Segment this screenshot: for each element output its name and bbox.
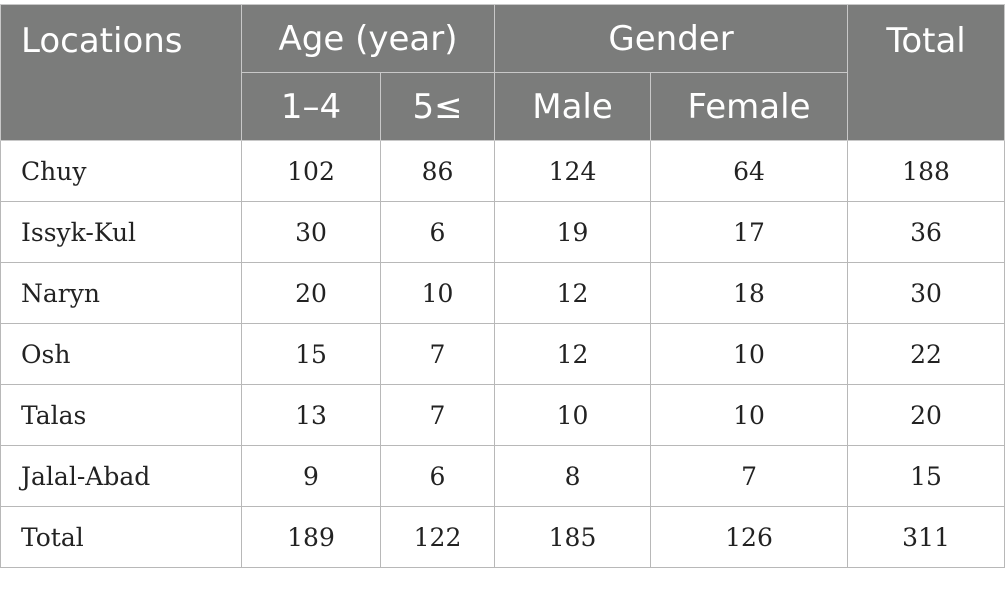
cell-female: 17 <box>650 201 849 263</box>
table-row: Naryn 20 10 12 18 30 <box>0 262 1005 324</box>
cell-female: 18 <box>650 262 849 324</box>
data-table: Locations Age (year) Gender Total 1–4 5≤… <box>0 4 1005 568</box>
cell-age-5-plus: 122 <box>379 506 496 568</box>
header-age-1-4: 1–4 <box>241 72 381 141</box>
cell-location: Issyk-Kul <box>0 201 242 263</box>
cell-age-1-4: 9 <box>241 445 381 507</box>
cell-male: 12 <box>494 323 652 385</box>
cell-age-5-plus: 7 <box>379 384 496 446</box>
cell-total: 311 <box>847 506 1005 568</box>
cell-age-5-plus: 86 <box>379 140 496 202</box>
cell-female: 126 <box>650 506 849 568</box>
table-row: Chuy 102 86 124 64 188 <box>0 140 1005 202</box>
table-body: Chuy 102 86 124 64 188 Issyk-Kul 30 6 19… <box>0 140 1005 568</box>
header-locations: Locations <box>0 4 242 141</box>
header-total: Total <box>847 4 1005 141</box>
cell-age-1-4: 20 <box>241 262 381 324</box>
cell-age-5-plus: 6 <box>379 201 496 263</box>
cell-age-1-4: 102 <box>241 140 381 202</box>
cell-age-5-plus: 7 <box>379 323 496 385</box>
cell-age-1-4: 189 <box>241 506 381 568</box>
cell-total: 20 <box>847 384 1005 446</box>
cell-location: Osh <box>0 323 242 385</box>
cell-male: 10 <box>494 384 652 446</box>
cell-female: 7 <box>650 445 849 507</box>
cell-age-5-plus: 6 <box>379 445 496 507</box>
header-male: Male <box>494 72 652 141</box>
cell-total: 30 <box>847 262 1005 324</box>
cell-female: 64 <box>650 140 849 202</box>
cell-location: Chuy <box>0 140 242 202</box>
header-age-group: Age (year) <box>240 4 496 73</box>
table-row: Jalal-Abad 9 6 8 7 15 <box>0 445 1005 507</box>
cell-location: Total <box>0 506 242 568</box>
cell-location: Talas <box>0 384 242 446</box>
table-row-total: Total 189 122 185 126 311 <box>0 506 1005 568</box>
cell-male: 185 <box>494 506 652 568</box>
table-row: Osh 15 7 12 10 22 <box>0 323 1005 385</box>
cell-female: 10 <box>650 323 849 385</box>
cell-male: 8 <box>494 445 652 507</box>
cell-male: 124 <box>494 140 652 202</box>
cell-total: 36 <box>847 201 1005 263</box>
table-row: Talas 13 7 10 10 20 <box>0 384 1005 446</box>
header-age-5-plus: 5≤ <box>379 72 496 141</box>
cell-age-1-4: 13 <box>241 384 381 446</box>
cell-age-1-4: 15 <box>241 323 381 385</box>
header-row-sub: 1–4 5≤ Male Female <box>1 72 1005 141</box>
cell-male: 19 <box>494 201 652 263</box>
cell-location: Naryn <box>0 262 242 324</box>
header-gender-group: Gender <box>494 4 849 73</box>
cell-location: Jalal-Abad <box>0 445 242 507</box>
cell-total: 22 <box>847 323 1005 385</box>
cell-male: 12 <box>494 262 652 324</box>
cell-female: 10 <box>650 384 849 446</box>
cell-total: 188 <box>847 140 1005 202</box>
header-female: Female <box>650 72 849 141</box>
cell-total: 15 <box>847 445 1005 507</box>
cell-age-5-plus: 10 <box>379 262 496 324</box>
table-row: Issyk-Kul 30 6 19 17 36 <box>0 201 1005 263</box>
cell-age-1-4: 30 <box>241 201 381 263</box>
table-header: Locations Age (year) Gender Total 1–4 5≤… <box>0 4 1005 141</box>
header-row-top: Locations Age (year) Gender Total <box>0 4 1005 141</box>
